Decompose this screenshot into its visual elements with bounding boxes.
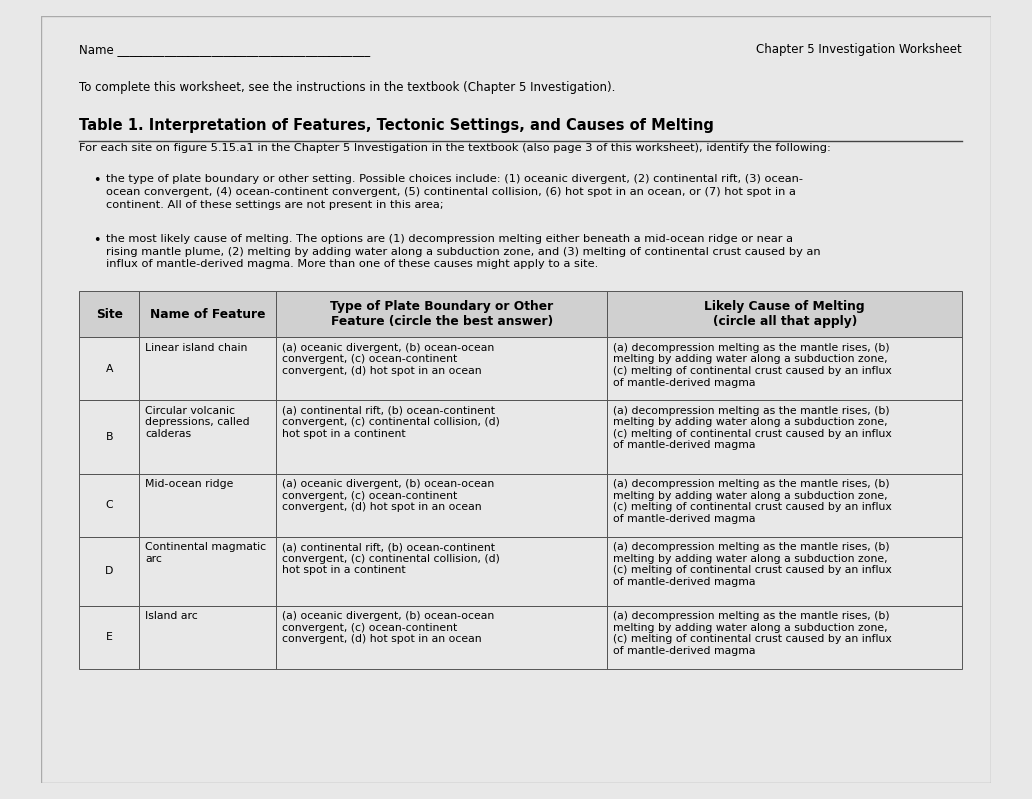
Bar [607,292,962,337]
Bar [607,337,962,400]
Bar [79,292,139,337]
Bar [139,292,277,337]
Text: Circular volcanic
depressions, called
calderas: Circular volcanic depressions, called ca… [146,406,250,439]
Text: (a) decompression melting as the mantle rises, (b)
melting by adding water along: (a) decompression melting as the mantle … [613,611,892,656]
Bar [79,606,139,669]
Text: C: C [105,500,114,511]
Text: B: B [105,432,114,442]
Text: (a) decompression melting as the mantle rises, (b)
melting by adding water along: (a) decompression melting as the mantle … [613,543,892,587]
Bar [79,474,139,537]
Text: (a) oceanic divergent, (b) ocean-ocean
convergent, (c) ocean-continent
convergen: (a) oceanic divergent, (b) ocean-ocean c… [282,611,494,645]
Bar [139,474,277,537]
Text: Linear island chain: Linear island chain [146,343,248,352]
Text: Chapter 5 Investigation Worksheet: Chapter 5 Investigation Worksheet [756,43,962,56]
Text: D: D [105,566,114,576]
Text: (a) decompression melting as the mantle rises, (b)
melting by adding water along: (a) decompression melting as the mantle … [613,479,892,524]
Text: the type of plate boundary or other setting. Possible choices include: (1) ocean: the type of plate boundary or other sett… [106,174,803,209]
Bar [277,606,607,669]
Text: the most likely cause of melting. The options are (1) decompression melting eith: the most likely cause of melting. The op… [106,234,820,269]
Text: Site: Site [96,308,123,321]
Bar [607,537,962,606]
Bar [607,400,962,474]
Bar [139,292,277,337]
Text: Name ___________________________________________: Name ___________________________________… [79,43,370,56]
Text: E: E [106,632,112,642]
Text: Name of Feature: Name of Feature [150,308,265,321]
Text: (a) continental rift, (b) ocean-continent
convergent, (c) continental collision,: (a) continental rift, (b) ocean-continen… [282,543,499,575]
Bar [277,537,607,606]
Text: To complete this worksheet, see the instructions in the textbook (Chapter 5 Inve: To complete this worksheet, see the inst… [79,81,616,94]
Text: Island arc: Island arc [146,611,198,621]
Bar [139,537,277,606]
Bar [79,537,139,606]
Text: Table 1. Interpretation of Features, Tectonic Settings, and Causes of Melting: Table 1. Interpretation of Features, Tec… [79,118,714,133]
Bar [139,337,277,400]
Bar [277,400,607,474]
Text: Mid-ocean ridge: Mid-ocean ridge [146,479,233,489]
Bar [139,606,277,669]
Bar [79,292,139,337]
Bar [79,400,139,474]
Text: A: A [105,364,114,374]
Text: Type of Plate Boundary or Other
Feature (circle the best answer): Type of Plate Boundary or Other Feature … [330,300,553,328]
Text: (a) decompression melting as the mantle rises, (b)
melting by adding water along: (a) decompression melting as the mantle … [613,343,892,388]
Bar [277,337,607,400]
Text: Continental magmatic
arc: Continental magmatic arc [146,543,266,564]
Text: •: • [94,234,101,247]
Bar [607,474,962,537]
Text: (a) decompression melting as the mantle rises, (b)
melting by adding water along: (a) decompression melting as the mantle … [613,406,892,451]
Bar [277,292,607,337]
Text: Likely Cause of Melting
(circle all that apply): Likely Cause of Melting (circle all that… [705,300,865,328]
Text: (a) continental rift, (b) ocean-continent
convergent, (c) continental collision,: (a) continental rift, (b) ocean-continen… [282,406,499,439]
Bar [607,606,962,669]
Bar [277,292,607,337]
Bar [79,337,139,400]
Text: (a) oceanic divergent, (b) ocean-ocean
convergent, (c) ocean-continent
convergen: (a) oceanic divergent, (b) ocean-ocean c… [282,343,494,376]
Text: For each site on figure 5.15.a1 in the Chapter 5 Investigation in the textbook (: For each site on figure 5.15.a1 in the C… [79,143,831,153]
Bar [277,474,607,537]
Bar [139,400,277,474]
Text: •: • [94,174,101,187]
Text: (a) oceanic divergent, (b) ocean-ocean
convergent, (c) ocean-continent
convergen: (a) oceanic divergent, (b) ocean-ocean c… [282,479,494,512]
Bar [607,292,962,337]
